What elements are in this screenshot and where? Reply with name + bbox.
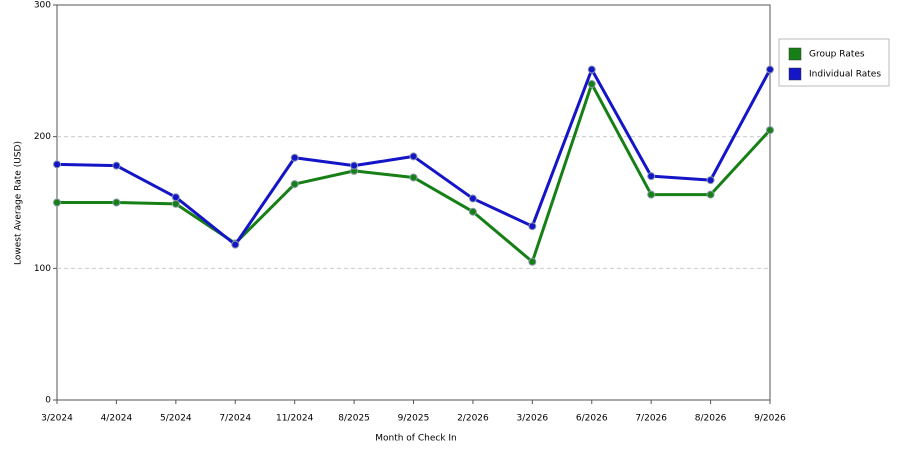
data-point bbox=[766, 65, 774, 74]
legend-swatch bbox=[788, 67, 802, 81]
y-tick-label: 0 bbox=[45, 396, 51, 406]
x-tick-label: 7/2026 bbox=[635, 414, 667, 424]
x-tick-label: 9/2025 bbox=[398, 414, 430, 424]
x-tick-label: 8/2026 bbox=[695, 414, 727, 424]
x-axis-label: Month of Check In bbox=[375, 434, 457, 444]
x-tick-label: 7/2024 bbox=[219, 414, 251, 424]
y-tick-label: 300 bbox=[34, 1, 51, 11]
data-point bbox=[647, 172, 656, 181]
data-point bbox=[290, 153, 299, 162]
x-tick-label: 3/2026 bbox=[516, 414, 548, 424]
data-point bbox=[587, 80, 596, 88]
x-tick-label: 2/2026 bbox=[457, 414, 489, 424]
x-tick-label: 11/2024 bbox=[276, 414, 314, 424]
data-point bbox=[53, 160, 61, 169]
y-tick-label: 200 bbox=[34, 132, 51, 142]
x-tick-label: 6/2026 bbox=[576, 414, 608, 424]
legend-swatch bbox=[788, 47, 802, 61]
y-axis-label: Lowest Average Rate (USD) bbox=[14, 141, 24, 265]
x-tick-label: 5/2024 bbox=[160, 414, 192, 424]
legend-label: Group Rates bbox=[809, 50, 865, 60]
data-point bbox=[706, 176, 715, 185]
x-tick-label: 8/2025 bbox=[338, 414, 370, 424]
y-tick-label: 100 bbox=[34, 264, 51, 274]
legend-label: Individual Rates bbox=[809, 70, 881, 80]
data-point bbox=[528, 257, 537, 266]
data-point bbox=[528, 222, 537, 231]
data-point bbox=[409, 173, 418, 182]
data-point bbox=[468, 207, 477, 216]
data-point bbox=[171, 199, 180, 208]
x-tick-label: 9/2026 bbox=[754, 414, 786, 424]
data-point bbox=[53, 198, 61, 207]
data-point bbox=[706, 190, 715, 199]
data-point bbox=[231, 240, 240, 249]
data-point bbox=[587, 65, 596, 74]
data-point bbox=[112, 198, 121, 207]
data-point bbox=[290, 180, 299, 189]
data-point bbox=[171, 193, 180, 202]
data-point bbox=[350, 161, 359, 170]
data-point bbox=[112, 161, 121, 170]
data-point bbox=[647, 190, 656, 199]
x-tick-label: 4/2024 bbox=[101, 414, 133, 424]
data-point bbox=[468, 194, 477, 203]
data-point bbox=[409, 152, 418, 161]
x-tick-label: 3/2024 bbox=[41, 414, 73, 424]
data-point bbox=[766, 126, 774, 135]
